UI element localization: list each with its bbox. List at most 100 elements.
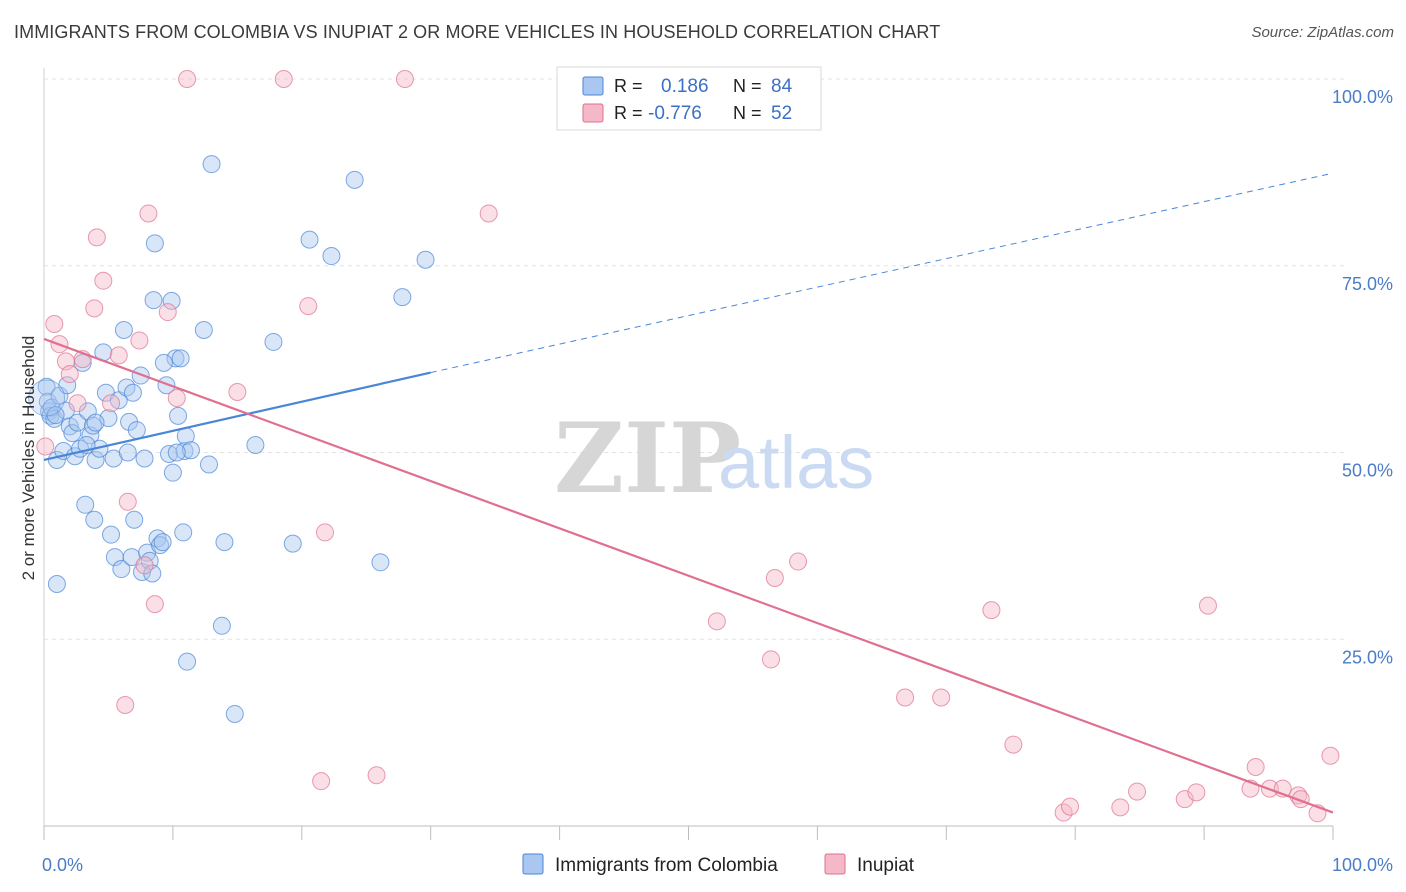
data-point [145,234,164,253]
data-point-cluster [28,379,66,417]
data-point [316,523,335,542]
data-point [395,70,414,88]
data-point [215,533,234,552]
source-label: Source: ZipAtlas.com [1251,24,1394,41]
data-point [85,510,104,529]
data-point [116,695,135,714]
data-point [194,320,213,339]
data-point [345,170,364,189]
legend-r-value-blue: 0.186 [661,76,709,97]
data-point [47,574,66,593]
data-point [130,331,149,350]
series-blue-points [28,155,435,723]
data-point [60,365,79,384]
data-point [167,388,186,407]
grid-lines [44,78,1347,640]
data-point [85,299,104,318]
data-point [171,349,190,368]
data-point [151,536,170,555]
data-point [37,377,56,396]
data-point [102,525,121,544]
data-point [123,383,142,402]
y-tick-label: 75.0% [1342,274,1393,294]
data-point [1128,782,1147,801]
data-point [169,406,188,425]
data-point [157,376,176,395]
watermark-atlas: atlas [718,421,874,504]
x-tick-label-min: 0.0% [42,855,83,875]
x-tick-labels: 0.0% 100.0% [42,855,1393,875]
data-point [158,303,177,322]
y-axis-label: 2 or more Vehicles in Household [19,336,38,581]
trend-lines [43,172,1334,814]
data-point [167,443,186,462]
chart-title: IMMIGRANTS FROM COLOMBIA VS INUPIAT 2 OR… [14,22,941,42]
data-point [299,297,318,316]
data-point [982,601,1001,620]
data-point [283,534,302,553]
data-point [36,437,55,456]
data-point [1246,757,1265,776]
legend-swatch-pink [582,103,604,123]
data-point [83,416,102,435]
data-point [199,455,218,474]
data-point [174,523,193,542]
legend: R = 0.186 N = 84 R = -0.776 N = 52 [556,66,822,131]
data-point [479,204,498,223]
legend-r-label: R = [614,76,643,96]
data-point [175,442,194,461]
data-point [154,353,173,372]
data-point [94,271,113,290]
data-point [1198,596,1217,615]
data-point [86,413,105,432]
data-point [178,652,197,671]
data-point [153,533,172,552]
data-point [114,320,133,339]
data-point [118,492,137,511]
axes [43,68,1334,840]
bottom-legend: Immigrants from Colombia Inupiat [522,853,915,876]
legend-n-value-blue: 84 [771,76,793,97]
data-point [145,595,164,614]
trend-line-pink [43,337,1334,814]
data-point [162,291,181,310]
data-point [139,204,158,223]
data-point [68,413,87,432]
y-tick-label: 100.0% [1332,87,1393,107]
data-point [707,612,726,631]
data-point [228,382,247,401]
data-point [178,70,197,88]
data-point [212,616,231,635]
data-point [181,441,200,460]
legend-r-label: R = [614,103,643,123]
data-point [367,766,386,785]
data-point [761,650,780,669]
bottom-legend-swatch-pink [824,853,846,875]
data-point [144,291,163,310]
data-point [135,449,154,468]
legend-swatch-blue [582,76,604,96]
legend-r-value-pink: -0.776 [648,103,702,124]
watermark-zip: ZIP [554,402,741,515]
data-point [127,421,146,440]
bottom-legend-label-blue: Immigrants from Colombia [555,855,778,876]
data-point [118,443,137,462]
data-point [125,510,144,529]
y-tick-label: 25.0% [1342,647,1393,667]
legend-n-label: N = [733,103,762,123]
data-point [109,346,128,365]
x-tick-label-max: 100.0% [1332,855,1393,875]
data-point [225,704,244,723]
y-tick-labels: 25.0% 50.0% 75.0% 100.0% [1332,87,1393,667]
data-point [264,332,283,351]
series-pink-points [36,70,1340,823]
data-point [1187,783,1206,802]
data-point [274,70,293,88]
data-point [76,495,95,514]
data-point [46,406,65,425]
data-point [371,553,390,572]
data-point [135,556,154,575]
data-point [393,288,412,307]
data-point [416,250,435,269]
